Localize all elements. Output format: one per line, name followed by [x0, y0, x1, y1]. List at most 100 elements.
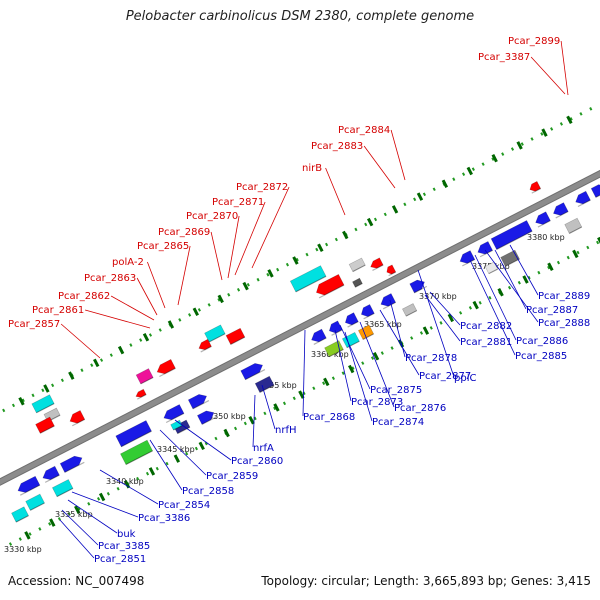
- lower-gene-label: Pcar_2874: [372, 417, 424, 428]
- track-tick: [317, 243, 324, 252]
- gene-shape: [163, 404, 185, 421]
- gene-shape: [370, 257, 384, 269]
- gene-shadow: [200, 345, 212, 353]
- gene-shape: [553, 202, 569, 216]
- lower-gene-label: Pcar_3385: [98, 541, 150, 552]
- lower-leader: [344, 331, 373, 422]
- gene-feature: [120, 439, 154, 466]
- gene-feature: [357, 324, 375, 340]
- label-leader-lines: [59, 40, 569, 559]
- track-tick: [397, 339, 405, 348]
- lower-gene-label: Pcar_2882: [460, 321, 512, 332]
- gene-shape: [315, 273, 345, 296]
- gene-feature: [31, 394, 55, 414]
- track-tick: [117, 345, 125, 355]
- gene-shadow: [44, 474, 60, 483]
- gene-shape: [380, 293, 397, 307]
- gene-shadow: [388, 271, 397, 277]
- gene-feature: [328, 320, 343, 336]
- gene-shadow: [245, 369, 266, 381]
- lower-leader: [509, 244, 539, 296]
- lower-leader: [424, 294, 461, 342]
- track-tick: [497, 288, 504, 297]
- gene-feature: [204, 324, 226, 343]
- track-tick: [93, 358, 100, 368]
- gene-shadow: [208, 333, 226, 343]
- lower-leader: [174, 419, 232, 461]
- track-tick: [298, 390, 305, 399]
- upper-gene-label: Pcar_2862: [58, 291, 110, 302]
- gene-shadow: [165, 412, 185, 424]
- gene-shadow: [414, 285, 428, 294]
- gene-shadow: [201, 416, 217, 425]
- gene-feature: [490, 220, 533, 250]
- gene-feature: [352, 277, 363, 288]
- gene-shape: [352, 277, 363, 288]
- lower-leader: [59, 519, 95, 559]
- track-tick: [391, 205, 399, 214]
- track-tick: [198, 441, 205, 451]
- gene-feature: [477, 241, 493, 258]
- lower-gene-label: Pcar_2885: [515, 351, 567, 362]
- gene-feature: [348, 257, 366, 273]
- genome-summary-text: Topology: circular; Length: 3,665,893 bp…: [261, 574, 591, 588]
- lower-leader: [71, 491, 139, 518]
- upper-leader: [60, 323, 101, 359]
- gene-shadow: [72, 418, 86, 427]
- upper-leader: [325, 167, 346, 216]
- gene-shape: [240, 363, 264, 381]
- gene-feature: [240, 363, 266, 381]
- upper-gene-label: polA-2: [112, 257, 144, 268]
- track-tick: [566, 115, 573, 125]
- scale-ticks: 3330 kbp 3335 kbp 3340 kbp 3345 kbp 3350 kbp…: [4, 115, 600, 554]
- lower-gene-label: nrfA: [253, 443, 274, 454]
- lower-leader: [469, 259, 516, 356]
- gene-shadow: [137, 394, 147, 400]
- gene-shape: [328, 320, 343, 334]
- gene-shadow: [159, 367, 176, 378]
- scale-tick-label: 3350 kbp: [208, 412, 246, 421]
- gene-feature: [529, 181, 542, 194]
- gene-shadow: [555, 210, 569, 219]
- upper-gene-label: Pcar_2870: [186, 211, 238, 222]
- track-tick: [273, 403, 280, 412]
- lower-leader: [252, 394, 256, 448]
- lower-leader: [389, 299, 406, 358]
- upper-gene-label: Pcar_2872: [236, 182, 288, 193]
- track-tick: [68, 371, 75, 380]
- lower-leader: [159, 429, 207, 476]
- gene-shape: [17, 475, 41, 493]
- gene-shadow: [595, 190, 600, 198]
- gene-shape: [535, 211, 551, 225]
- lower-gene-label: Pcar_2860: [231, 456, 283, 467]
- gene-shadow: [313, 337, 327, 345]
- gene-shadow: [488, 268, 498, 275]
- track-tick: [516, 141, 523, 150]
- gene-shadow: [39, 425, 55, 434]
- lower-gene-label: Pcar_2851: [94, 554, 146, 565]
- track-tick: [242, 281, 249, 291]
- upper-leader: [210, 231, 223, 281]
- track-tick: [491, 153, 498, 163]
- gene-shape: [386, 264, 397, 275]
- gene-features: [11, 181, 600, 523]
- gene-feature: [360, 304, 375, 320]
- gene-shadow: [328, 348, 344, 358]
- scale-tick-label: 3380 kbp: [527, 233, 565, 242]
- gene-shadow: [462, 258, 476, 267]
- lower-gene-label: Pcar_2886: [516, 336, 568, 347]
- track-tick: [223, 428, 230, 438]
- track-tick: [372, 352, 380, 361]
- track-tick: [572, 249, 579, 259]
- gene-shape: [590, 184, 600, 198]
- gene-shadow: [19, 484, 41, 496]
- gene-labels: Pcar_2857 Pcar_2861 Pcar_2862 Pcar_2863 polA…: [8, 36, 590, 565]
- gene-shadow: [295, 275, 327, 293]
- gene-shape: [11, 506, 29, 523]
- gene-shadow: [504, 258, 520, 267]
- gene-shadow: [405, 310, 418, 317]
- track-tick: [422, 326, 430, 335]
- gene-shape: [59, 455, 83, 473]
- gene-shadow: [382, 301, 396, 310]
- lower-gene-label: ppiC: [454, 373, 476, 384]
